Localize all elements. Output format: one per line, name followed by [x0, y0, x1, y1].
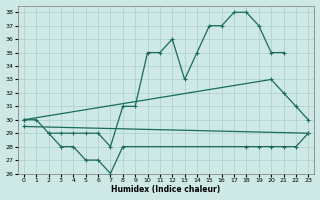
X-axis label: Humidex (Indice chaleur): Humidex (Indice chaleur): [111, 185, 221, 194]
